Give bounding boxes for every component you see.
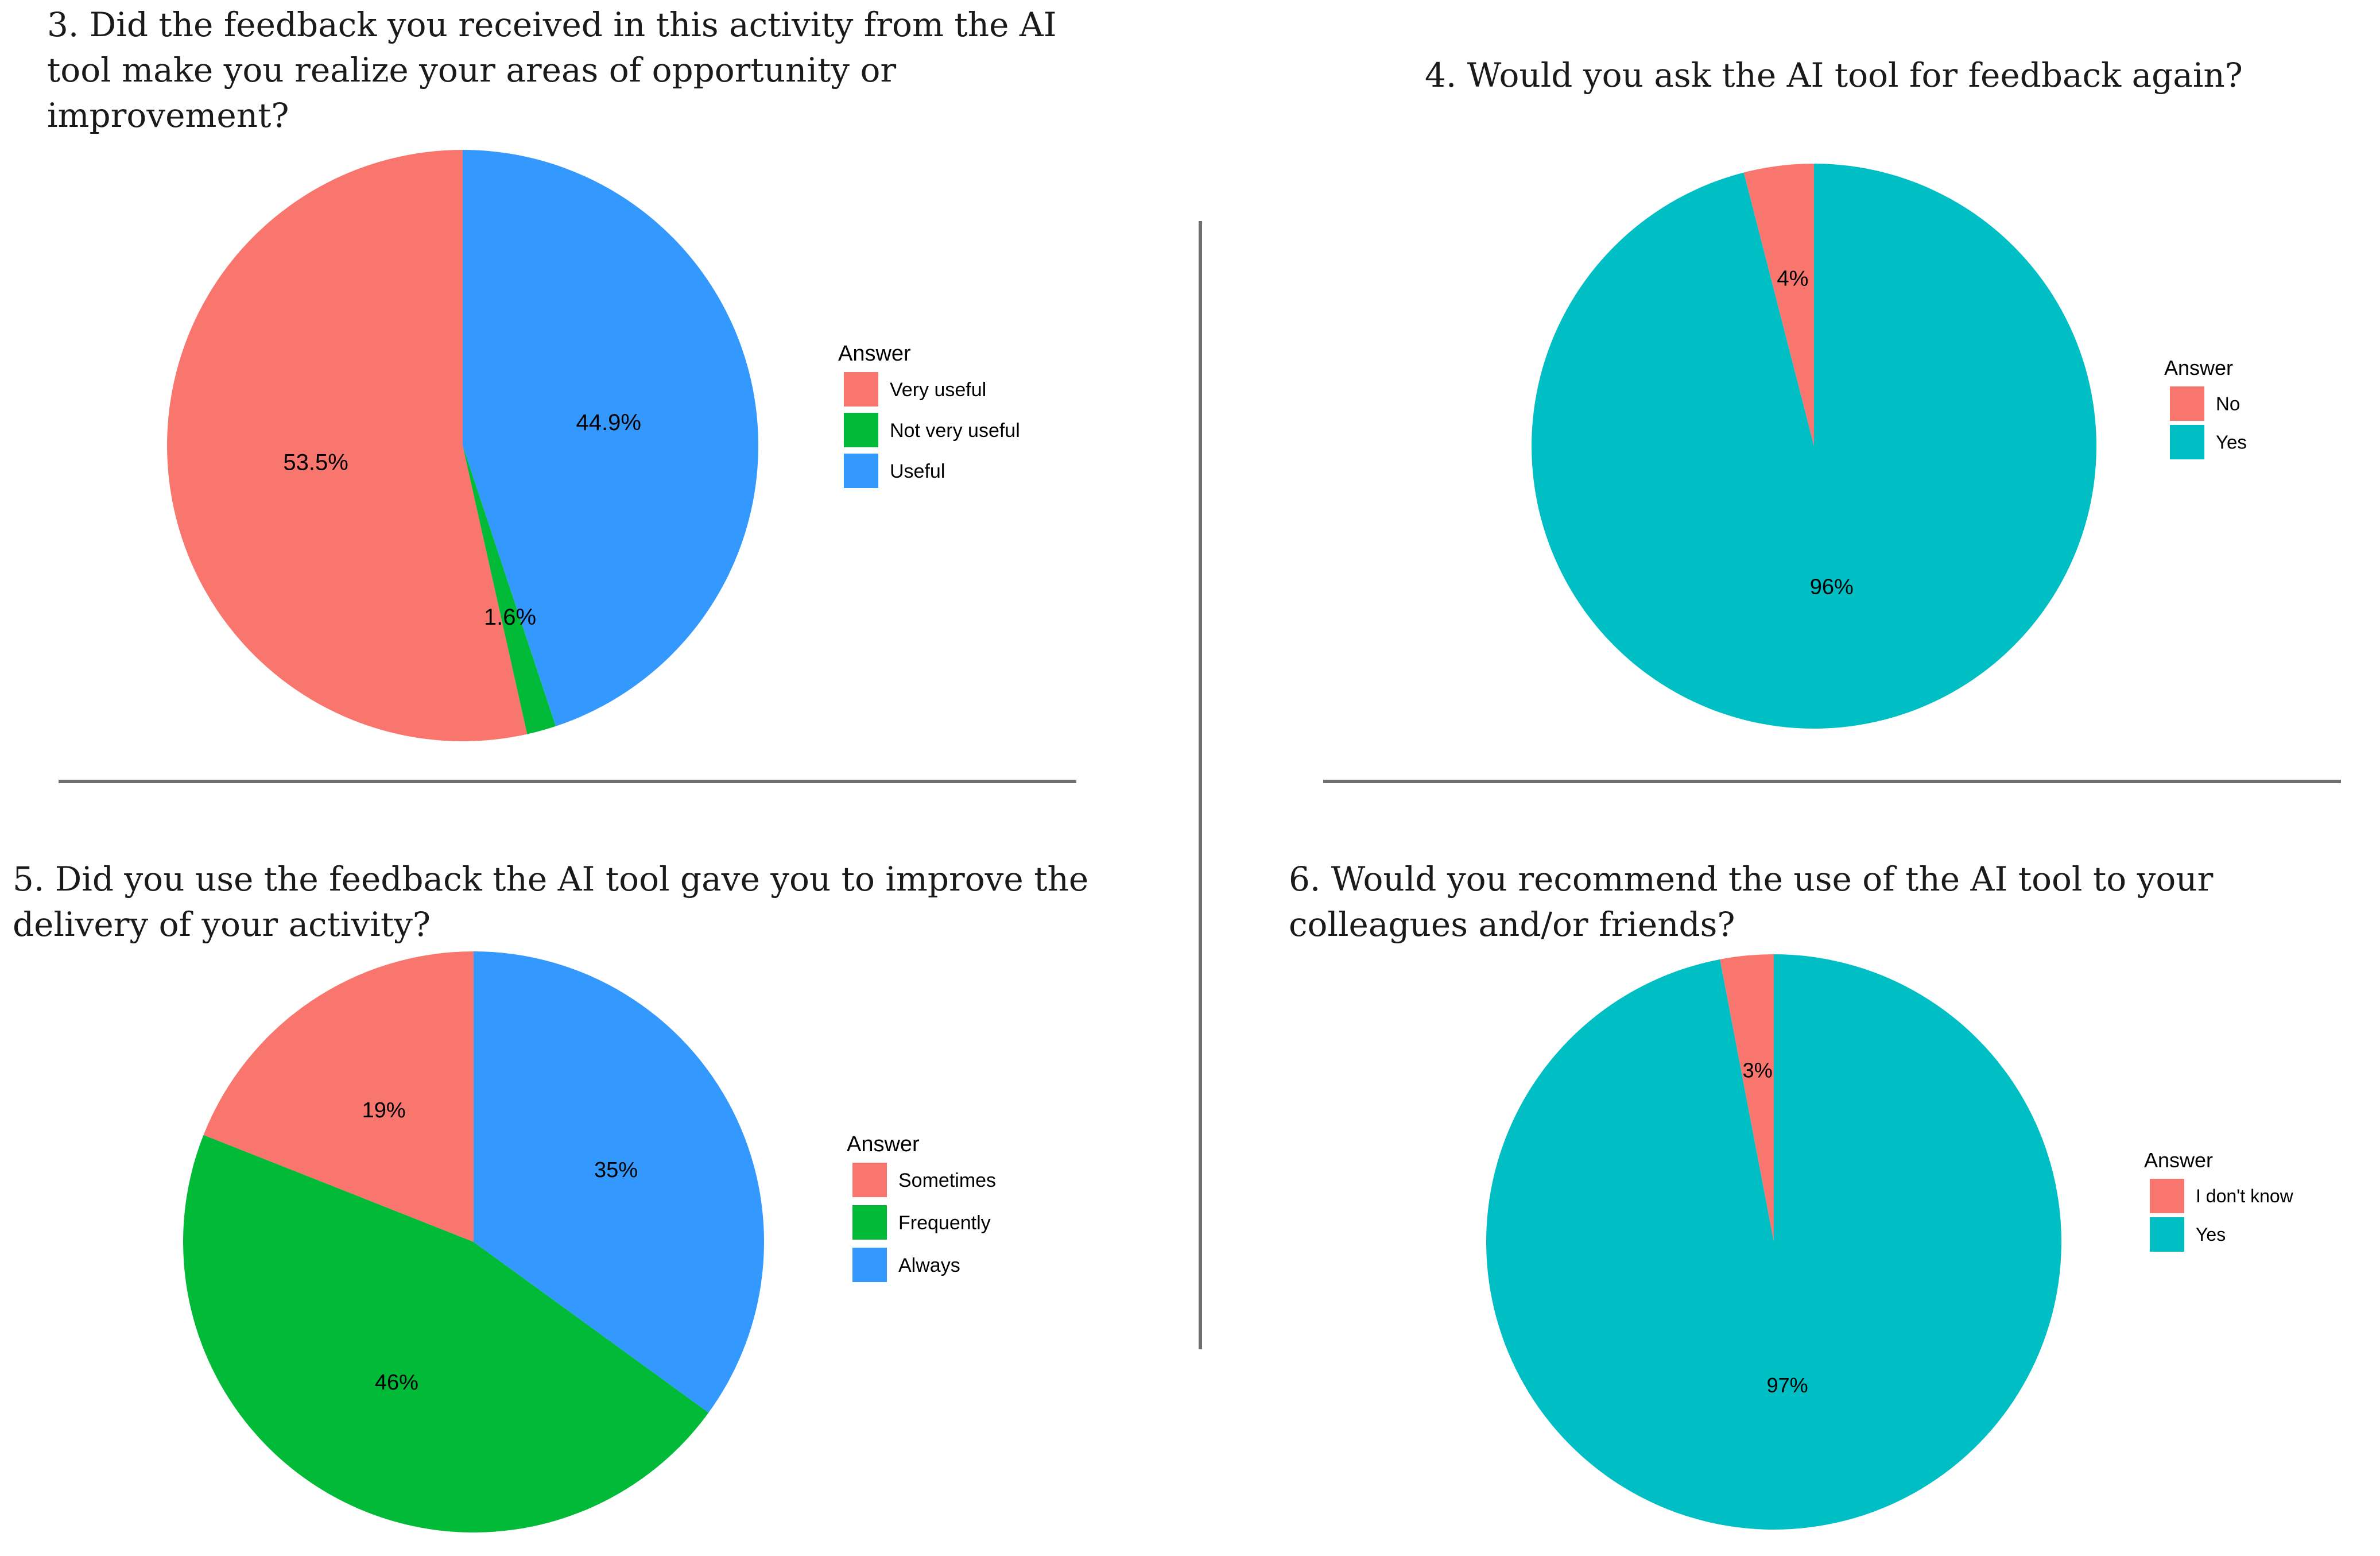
chart-title-q4: 4. Would you ask the AI tool for feedbac… bbox=[1425, 56, 2243, 95]
pie-slice-not-very-useful bbox=[463, 446, 556, 734]
legend-label-yes: Yes bbox=[2196, 1224, 2226, 1245]
pie-slice-i-don-t-know bbox=[1720, 954, 1774, 1242]
slice-label-frequently: 46% bbox=[375, 1371, 418, 1395]
slice-label-very-useful: 53.5% bbox=[283, 450, 348, 475]
legend-label-useful: Useful bbox=[890, 460, 945, 482]
pie-chart-q6: 3% 97% Answer I don't know Yes bbox=[1486, 954, 2294, 1530]
legend-label-always: Always bbox=[898, 1255, 960, 1276]
pie-chart-q3: 53.5% 1.6% 44.9% Answer Very useful Not very … bbox=[167, 150, 1020, 741]
slice-label-sometimes: 19% bbox=[362, 1098, 406, 1123]
pie-slice-no bbox=[1743, 164, 1814, 446]
legend-label-no: No bbox=[2216, 393, 2240, 415]
chart-title-q5: 5. Did you use the feedback the AI tool … bbox=[13, 860, 1089, 944]
pie-slice-sometimes bbox=[203, 951, 474, 1242]
pie-chart-q5: 19% 46% 35% Answer Sometimes Frequently Always bbox=[183, 951, 996, 1533]
vertical-divider bbox=[1199, 221, 1202, 1349]
legend-swatch-i-don-t-know bbox=[2150, 1179, 2184, 1213]
slice-label-i-don-t-know: 3% bbox=[1743, 1058, 1773, 1082]
legend-label-yes: Yes bbox=[2216, 432, 2247, 453]
chart-title-q6: 6. Would you recommend the use of the AI… bbox=[1289, 860, 2214, 944]
chart-title-q3: 3. Did the feedback you received in this… bbox=[47, 5, 1057, 135]
legend-swatch-useful bbox=[844, 454, 878, 488]
legend-label-not-very-useful: Not very useful bbox=[890, 420, 1020, 442]
pie-slice-yes bbox=[1532, 164, 2097, 729]
pie-slice-always bbox=[474, 951, 764, 1413]
legend-title: Answer bbox=[2144, 1148, 2213, 1172]
pie-slice-yes bbox=[1486, 954, 2061, 1530]
legend-title: Answer bbox=[838, 342, 911, 366]
legend-swatch-not-very-useful bbox=[844, 413, 878, 447]
pie-slice-very-useful bbox=[167, 150, 528, 741]
legend-swatch-very-useful bbox=[844, 372, 878, 407]
legend-title: Answer bbox=[2164, 356, 2233, 380]
legend-swatch-yes bbox=[2150, 1217, 2184, 1252]
legend-swatch-no bbox=[2170, 386, 2204, 421]
legend-swatch-always bbox=[852, 1248, 887, 1282]
horizontal-divider-left bbox=[59, 780, 1076, 783]
legend-swatch-frequently bbox=[852, 1205, 887, 1240]
legend-q6: Answer I don't know Yes bbox=[2144, 1148, 2294, 1252]
legend-title: Answer bbox=[847, 1132, 920, 1156]
legend-label-very-useful: Very useful bbox=[890, 379, 986, 401]
horizontal-divider-right bbox=[1323, 780, 2341, 783]
pie-chart-q4: 4% 96% Answer No Yes bbox=[1532, 164, 2247, 729]
slice-label-always: 35% bbox=[594, 1158, 638, 1182]
pie-slice-useful bbox=[463, 150, 758, 726]
pie-slice-frequently bbox=[183, 1135, 709, 1533]
slice-label-not-very-useful: 1.6% bbox=[484, 605, 536, 630]
legend-q4: Answer No Yes bbox=[2164, 356, 2247, 459]
slice-label-useful: 44.9% bbox=[576, 410, 641, 435]
slice-label-yes: 97% bbox=[1767, 1373, 1808, 1397]
legend-swatch-sometimes bbox=[852, 1163, 887, 1197]
slice-label-yes: 96% bbox=[1810, 575, 1854, 599]
legend-q3: Answer Very useful Not very useful Useful bbox=[838, 342, 1020, 488]
legend-q5: Answer Sometimes Frequently Always bbox=[847, 1132, 996, 1282]
legend-label-sometimes: Sometimes bbox=[898, 1170, 996, 1191]
slice-label-no: 4% bbox=[1777, 266, 1809, 291]
legend-swatch-yes bbox=[2170, 425, 2204, 459]
legend-label-i-don-t-know: I don't know bbox=[2196, 1186, 2294, 1206]
legend-label-frequently: Frequently bbox=[898, 1212, 991, 1234]
